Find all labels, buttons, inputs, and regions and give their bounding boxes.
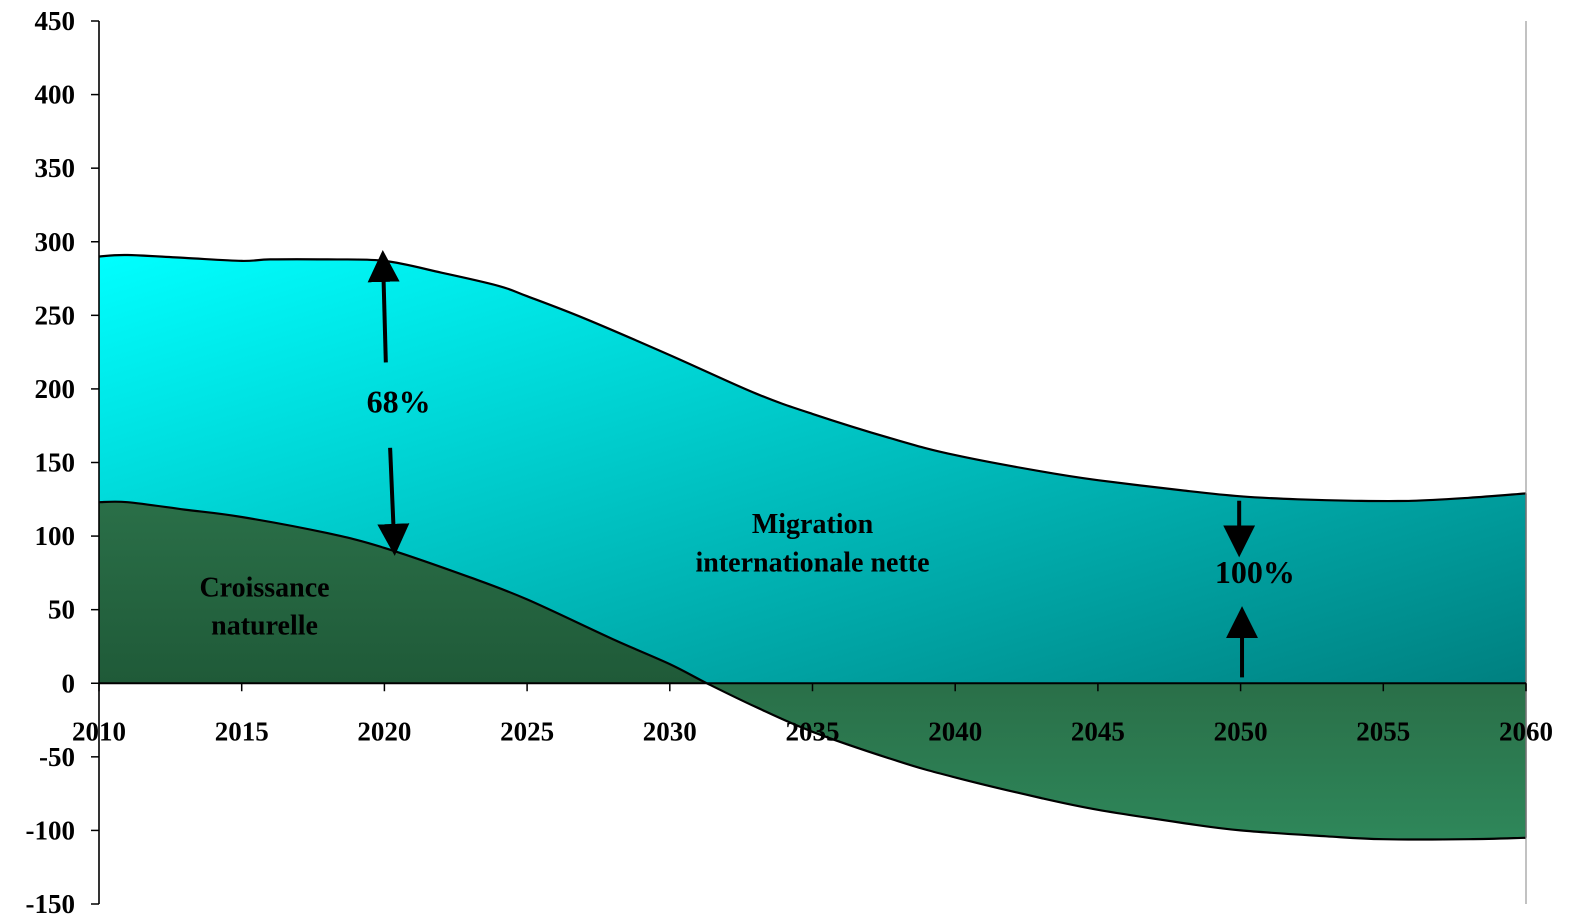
annotation-labels: 68% 100% Croissance naturelle Migration … <box>199 383 1294 641</box>
label-migration-line2: internationale nette <box>695 547 929 578</box>
label-croissance-line2: naturelle <box>211 611 318 642</box>
y-tick-label: 450 <box>35 6 76 36</box>
y-tick-label: 100 <box>35 521 76 551</box>
y-tick-label: -100 <box>26 815 76 845</box>
x-tick-label: 2020 <box>357 716 411 746</box>
axes-group: -150 -100 -50 0 50 100 150 200 250 300 350 400 450 20… <box>26 6 1554 919</box>
y-tick-label: 150 <box>35 448 76 478</box>
croissance-line <box>98 500 1527 841</box>
x-tick-label: 2025 <box>500 716 554 746</box>
x-tick-label: 2035 <box>786 716 840 746</box>
y-tick-label: 200 <box>35 374 76 404</box>
x-tick-label: 2060 <box>1499 716 1553 746</box>
x-tick-label: 2030 <box>643 716 697 746</box>
annotation-arrow <box>377 447 410 556</box>
x-tick-label: 2015 <box>215 716 269 746</box>
x-tick-label: 2045 <box>1071 716 1125 746</box>
y-tick-label: 250 <box>35 300 76 330</box>
x-tick-label: 2050 <box>1214 716 1268 746</box>
x-tick-label: 2055 <box>1356 716 1410 746</box>
annotation-68-percent: 68% <box>367 383 431 419</box>
arrow-annotations-group <box>367 249 1259 678</box>
croissance-negative-area <box>706 683 1526 840</box>
y-tick-label: 50 <box>48 595 75 625</box>
x-tick-label: 2040 <box>928 716 982 746</box>
area-series-group <box>98 253 1527 841</box>
y-tick-label: 0 <box>62 668 76 698</box>
y-tick-label: 300 <box>35 227 76 257</box>
annotation-100-percent: 100% <box>1215 554 1295 590</box>
y-tick-label: -150 <box>26 889 76 919</box>
migration-area <box>99 254 1526 684</box>
croissance-positive-area <box>99 501 707 684</box>
y-tick-label: 350 <box>35 153 76 183</box>
annotation-arrow <box>367 249 400 363</box>
x-tick-label: 2010 <box>72 716 126 746</box>
y-tick-label: -50 <box>39 742 75 772</box>
y-tick-label: 400 <box>35 80 76 110</box>
label-croissance-line1: Croissance <box>199 572 329 603</box>
label-migration-line1: Migration <box>752 509 874 540</box>
total-line <box>98 253 1527 503</box>
